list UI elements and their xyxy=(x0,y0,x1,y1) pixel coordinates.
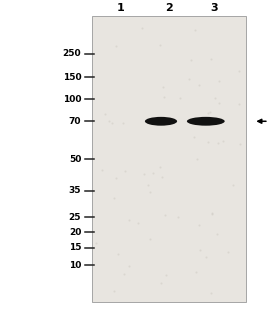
Ellipse shape xyxy=(145,117,177,126)
Point xyxy=(216,140,220,146)
Point xyxy=(146,183,150,188)
Point xyxy=(159,280,163,285)
Text: 10: 10 xyxy=(69,261,81,270)
Point xyxy=(194,156,199,161)
Point xyxy=(122,272,126,277)
Point xyxy=(237,69,241,74)
Point xyxy=(206,111,210,116)
Point xyxy=(114,44,118,49)
Point xyxy=(148,237,153,242)
Point xyxy=(94,240,99,245)
Point xyxy=(114,175,118,180)
Point xyxy=(175,215,180,220)
Bar xyxy=(92,16,246,302)
Point xyxy=(112,288,116,293)
Point xyxy=(215,231,220,236)
Text: 50: 50 xyxy=(69,155,81,163)
Point xyxy=(102,111,107,116)
Point xyxy=(162,94,167,99)
Point xyxy=(216,78,221,83)
Point xyxy=(209,290,213,295)
Point xyxy=(204,254,208,259)
Point xyxy=(164,272,168,277)
Point xyxy=(110,121,115,126)
Point xyxy=(225,250,230,255)
Point xyxy=(230,182,235,187)
Text: 100: 100 xyxy=(63,95,81,104)
Point xyxy=(123,169,127,174)
Point xyxy=(160,174,164,179)
Point xyxy=(197,82,201,87)
Point xyxy=(150,171,155,176)
Point xyxy=(163,212,167,217)
Point xyxy=(213,96,217,101)
Text: 2: 2 xyxy=(165,3,173,13)
Point xyxy=(99,167,104,172)
Point xyxy=(141,172,146,177)
Point xyxy=(192,134,196,139)
Point xyxy=(197,222,201,227)
Point xyxy=(177,95,182,100)
Text: 15: 15 xyxy=(69,243,81,252)
Point xyxy=(107,119,111,124)
Text: 1: 1 xyxy=(116,3,124,13)
Point xyxy=(198,247,202,252)
Text: 35: 35 xyxy=(69,186,81,195)
Text: 25: 25 xyxy=(69,213,81,222)
Point xyxy=(208,109,212,114)
Point xyxy=(210,211,214,216)
Text: 3: 3 xyxy=(210,3,218,13)
Point xyxy=(136,220,140,226)
Point xyxy=(188,57,193,62)
Point xyxy=(206,140,210,145)
Point xyxy=(116,251,120,256)
Text: 250: 250 xyxy=(62,49,81,58)
Point xyxy=(158,42,162,47)
Point xyxy=(158,165,163,170)
Point xyxy=(194,270,199,275)
Point xyxy=(127,218,131,223)
Point xyxy=(238,141,242,146)
Text: 20: 20 xyxy=(69,228,81,237)
Point xyxy=(121,120,125,125)
Point xyxy=(216,100,221,106)
Ellipse shape xyxy=(187,117,225,126)
Point xyxy=(237,101,241,106)
Text: 150: 150 xyxy=(62,73,81,82)
Point xyxy=(192,27,197,32)
Point xyxy=(112,195,117,200)
Point xyxy=(139,25,144,30)
Point xyxy=(148,190,152,195)
Point xyxy=(209,57,213,62)
Point xyxy=(210,211,214,216)
Point xyxy=(220,138,225,143)
Point xyxy=(187,77,191,82)
Text: 70: 70 xyxy=(69,117,81,126)
Point xyxy=(161,84,165,89)
Point xyxy=(127,264,131,269)
